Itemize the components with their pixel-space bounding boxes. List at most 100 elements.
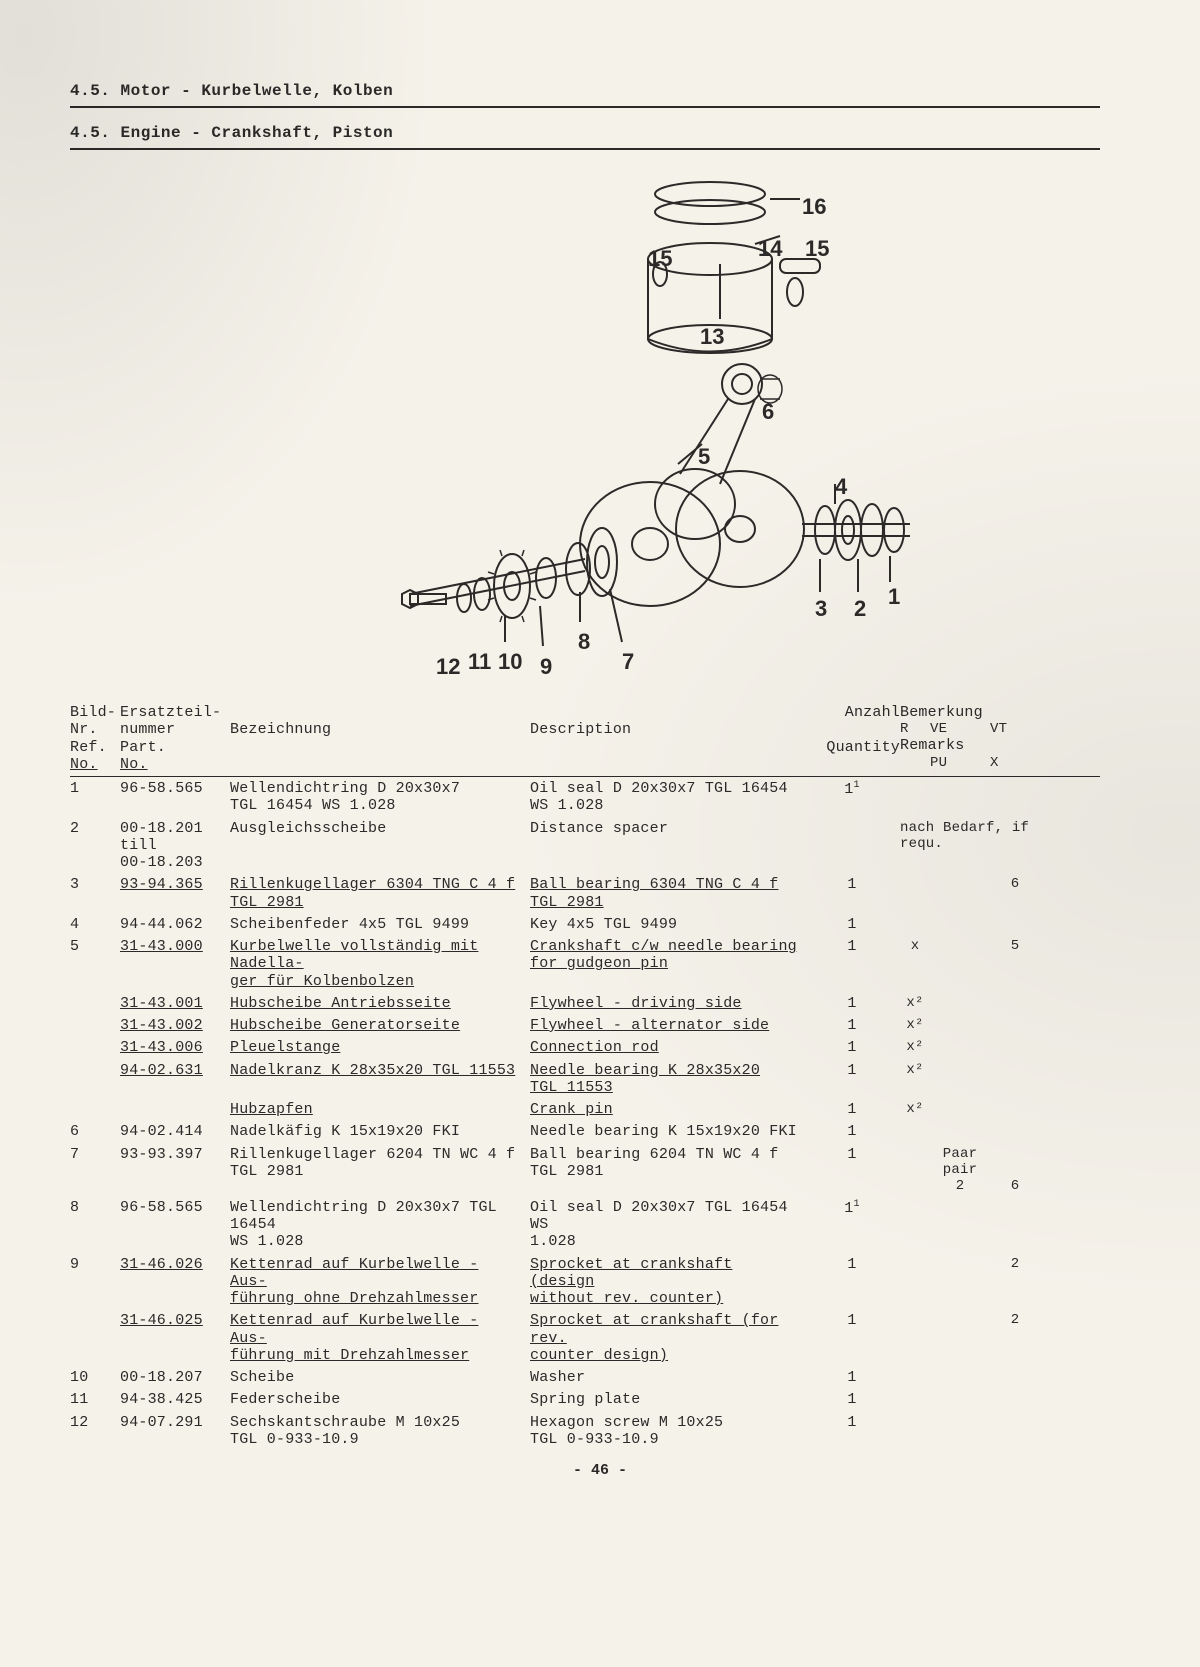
diagram-callout: 4	[835, 474, 847, 500]
cell-qty: 1	[810, 1256, 900, 1273]
diagram-callout: 12	[436, 654, 460, 680]
cell-part: 96-58.565	[120, 1199, 230, 1216]
table-row: 31-43.002Hubscheibe GeneratorseiteFlywhe…	[70, 1014, 1100, 1036]
table-row: 1294-07.291Sechskantschraube M 10x25TGL …	[70, 1411, 1100, 1451]
table-row: 393-94.365Rillenkugellager 6304 TNG C 4 …	[70, 873, 1100, 913]
cell-remarks: nach Bedarf, if requ.	[900, 820, 1100, 852]
cell-qty: 1	[810, 1391, 900, 1408]
cell-qty: 1	[810, 1146, 900, 1163]
cell-de: Federscheibe	[230, 1391, 530, 1408]
table-row: 1000-18.207ScheibeWasher1	[70, 1366, 1100, 1388]
cell-qty: 1	[810, 876, 900, 893]
cell-part: 94-07.291	[120, 1414, 230, 1431]
col-bezeichnung: Bezeichnung	[230, 704, 530, 773]
cell-en: Sprocket at crankshaft (for rev.counter …	[530, 1312, 810, 1364]
table-row: 793-93.397Rillenkugellager 6204 TN WC 4 …	[70, 1143, 1100, 1196]
cell-remarks: Paarpair26	[900, 1146, 1100, 1194]
cell-part: 31-43.006	[120, 1039, 230, 1056]
cell-en: Hexagon screw M 10x25TGL 0-933-10.9	[530, 1414, 810, 1449]
cell-en: Crankshaft c/w needle bearingfor gudgeon…	[530, 938, 810, 973]
cell-part: 31-46.026	[120, 1256, 230, 1273]
cell-remarks: x²	[900, 1062, 1100, 1078]
col-quantity: Anzahl Quantity	[810, 704, 900, 773]
cell-ref: 1	[70, 780, 120, 797]
cell-de: Nadelkranz K 28x35x20 TGL 11553	[230, 1062, 530, 1079]
cell-qty: 1	[810, 1062, 900, 1079]
cell-de: Pleuelstange	[230, 1039, 530, 1056]
cell-part: 31-43.000	[120, 938, 230, 955]
cell-part: 93-94.365	[120, 876, 230, 893]
diagram-callout: 10	[498, 649, 522, 675]
cell-part: 93-93.397	[120, 1146, 230, 1163]
diagram-callout: 2	[854, 596, 866, 622]
header-rule	[70, 106, 1100, 108]
cell-remarks: x²	[900, 1039, 1100, 1055]
cell-part: 00-18.201till00-18.203	[120, 820, 230, 872]
cell-qty: 1	[810, 916, 900, 933]
cell-en: Oil seal D 20x30x7 TGL 16454 WS1.028	[530, 1199, 810, 1251]
section-header: 4.5. Motor - Kurbelwelle, Kolben 4.5. En…	[70, 80, 1140, 150]
cell-qty: 1	[810, 1414, 900, 1431]
cell-remarks: x²	[900, 1017, 1100, 1033]
table-row: 896-58.565Wellendichtring D 20x30x7 TGL …	[70, 1196, 1100, 1253]
cell-en: Ball bearing 6204 TN WC 4 fTGL 2981	[530, 1146, 810, 1181]
cell-qty: 1	[810, 1039, 900, 1056]
cell-en: Oil seal D 20x30x7 TGL 16454WS 1.028	[530, 780, 810, 815]
cell-en: Spring plate	[530, 1391, 810, 1408]
cell-part: 94-02.631	[120, 1062, 230, 1079]
diagram-callout: 9	[540, 654, 552, 680]
cell-ref: 8	[70, 1199, 120, 1216]
cell-de: Wellendichtring D 20x30x7TGL 16454 WS 1.…	[230, 780, 530, 815]
cell-de: Kettenrad auf Kurbelwelle - Aus-führung …	[230, 1256, 530, 1308]
diagram-callout: 8	[578, 629, 590, 655]
cell-part: 94-02.414	[120, 1123, 230, 1140]
diagram-callout: 1	[888, 584, 900, 610]
diagram-callout: 6	[762, 399, 774, 425]
cell-part: 94-38.425	[120, 1391, 230, 1408]
col-description: Description	[530, 704, 810, 773]
diagram-callout: 16	[802, 194, 826, 220]
col-ref-no: Bild- Nr. Ref. No.	[70, 704, 120, 773]
cell-de: Rillenkugellager 6304 TNG C 4 fTGL 2981	[230, 876, 530, 911]
cell-qty: 1	[810, 1369, 900, 1386]
heading-en: 4.5. Engine - Crankshaft, Piston	[70, 122, 1140, 144]
table-row: 94-02.631Nadelkranz K 28x35x20 TGL 11553…	[70, 1059, 1100, 1099]
table-row: 1194-38.425FederscheibeSpring plate1	[70, 1388, 1100, 1410]
cell-de: Nadelkäfig K 15x19x20 FKI	[230, 1123, 530, 1140]
cell-de: Kurbelwelle vollständig mit Nadella-ger …	[230, 938, 530, 990]
table-row: 200-18.201till00-18.203Ausgleichsscheibe…	[70, 817, 1100, 874]
table-row: 196-58.565Wellendichtring D 20x30x7TGL 1…	[70, 777, 1100, 817]
cell-en: Flywheel - alternator side	[530, 1017, 810, 1034]
cell-qty: 1	[810, 1123, 900, 1140]
parts-table: Bild- Nr. Ref. No. Ersatzteil- nummer Pa…	[70, 704, 1100, 1450]
table-header: Bild- Nr. Ref. No. Ersatzteil- nummer Pa…	[70, 704, 1100, 777]
header-rule	[70, 148, 1100, 150]
cell-remarks: 2	[900, 1312, 1100, 1328]
cell-de: Scheibenfeder 4x5 TGL 9499	[230, 916, 530, 933]
cell-part: 96-58.565	[120, 780, 230, 797]
cell-de: Hubzapfen	[230, 1101, 530, 1118]
cell-ref: 6	[70, 1123, 120, 1140]
cell-qty: 1	[810, 1312, 900, 1329]
cell-en: Crank pin	[530, 1101, 810, 1118]
cell-en: Distance spacer	[530, 820, 810, 837]
cell-de: Hubscheibe Antriebsseite	[230, 995, 530, 1012]
diagram-callout: 5	[698, 444, 710, 470]
cell-ref: 7	[70, 1146, 120, 1163]
cell-remarks: 2	[900, 1256, 1100, 1272]
table-row: 931-46.026Kettenrad auf Kurbelwelle - Au…	[70, 1253, 1100, 1310]
table-row: 31-46.025Kettenrad auf Kurbelwelle - Aus…	[70, 1309, 1100, 1366]
cell-de: Hubscheibe Generatorseite	[230, 1017, 530, 1034]
cell-de: Wellendichtring D 20x30x7 TGL 16454WS 1.…	[230, 1199, 530, 1251]
table-row: 31-43.001Hubscheibe AntriebsseiteFlywhee…	[70, 992, 1100, 1014]
cell-ref: 4	[70, 916, 120, 933]
cell-en: Sprocket at crankshaft (designwithout re…	[530, 1256, 810, 1308]
diagram-svg	[250, 164, 950, 684]
page-number: - 46 -	[60, 1462, 1140, 1479]
cell-de: Rillenkugellager 6204 TN WC 4 fTGL 2981	[230, 1146, 530, 1181]
cell-qty: 1	[810, 1101, 900, 1118]
cell-ref: 10	[70, 1369, 120, 1386]
cell-de: Kettenrad auf Kurbelwelle - Aus-führung …	[230, 1312, 530, 1364]
cell-ref: 3	[70, 876, 120, 893]
cell-remarks: x²	[900, 995, 1100, 1011]
